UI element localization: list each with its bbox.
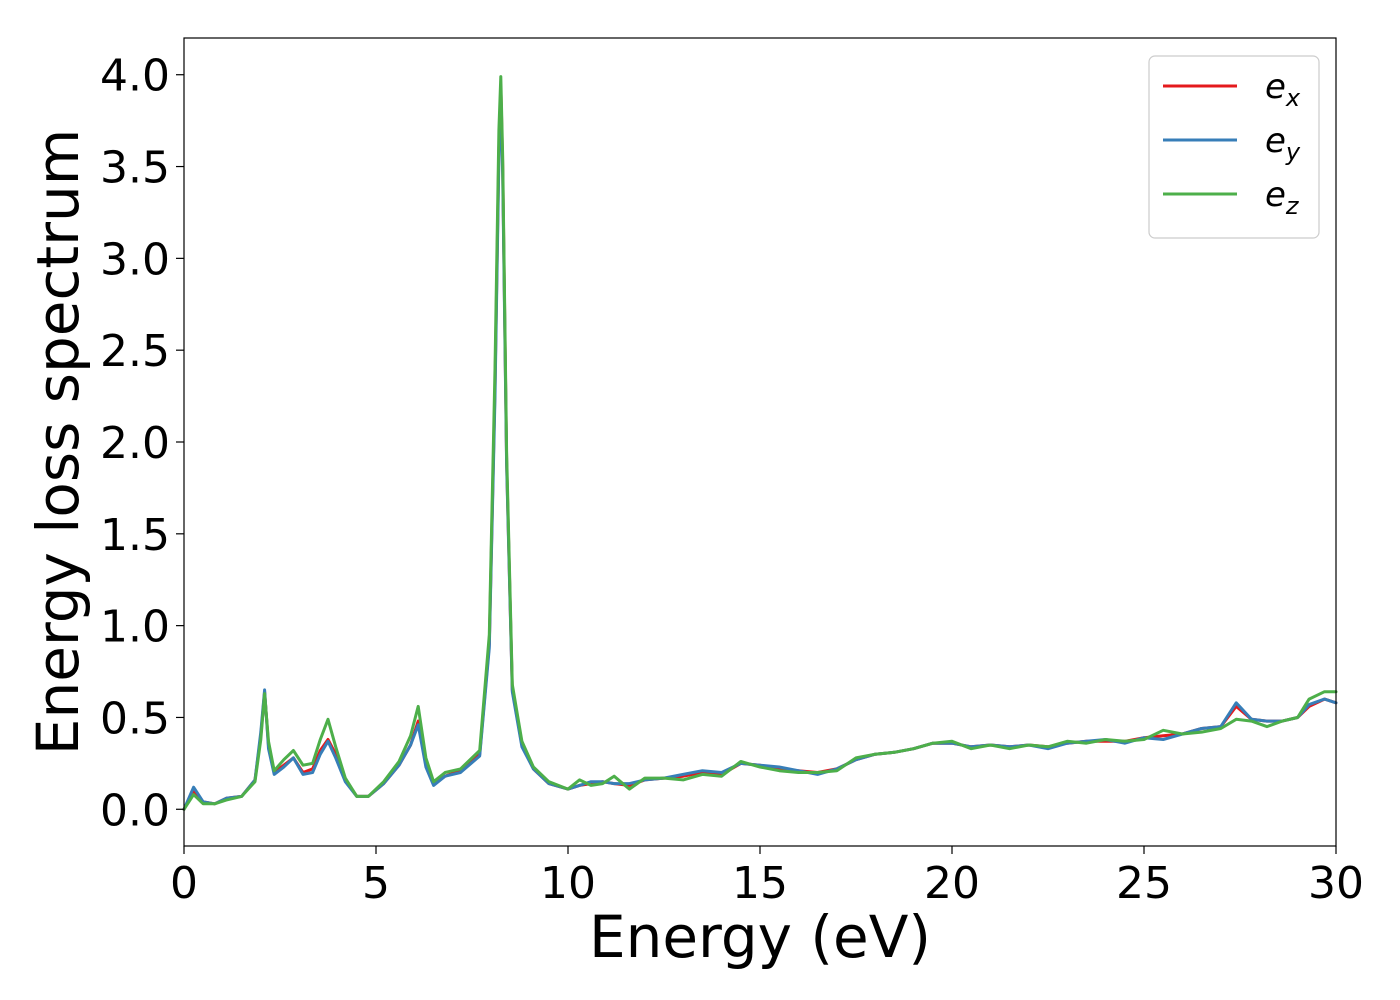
x-tick-label: 25 xyxy=(1116,858,1172,909)
y-tick-label: 1.0 xyxy=(100,602,170,653)
x-tick-label: 5 xyxy=(362,858,390,909)
y-tick-label: 2.0 xyxy=(100,418,170,469)
y-tick-label: 4.0 xyxy=(100,51,170,102)
legend-label-e_x: ex xyxy=(1265,67,1301,112)
x-tick-label: 15 xyxy=(732,858,788,909)
x-tick-label: 0 xyxy=(170,858,198,909)
y-axis-ticks: 0.0 0.5 1.0 1.5 2.0 2.5 3.0 3.5 4.0 xyxy=(100,51,184,836)
x-axis-ticks: 0 5 10 15 20 25 30 xyxy=(170,846,1364,909)
y-tick-label: 2.5 xyxy=(100,326,170,377)
x-tick-label: 30 xyxy=(1308,858,1364,909)
y-axis-title: Energy loss spectrum xyxy=(24,129,92,755)
y-tick-label: 3.5 xyxy=(100,143,170,194)
x-tick-label: 10 xyxy=(540,858,596,909)
y-tick-label: 0.5 xyxy=(100,693,170,744)
y-tick-label: 0.0 xyxy=(100,785,170,836)
plot-lines xyxy=(182,75,1338,811)
x-tick-label: 20 xyxy=(924,858,980,909)
x-axis-title: Energy (eV) xyxy=(589,903,931,971)
y-tick-label: 3.0 xyxy=(100,234,170,285)
y-tick-label: 1.5 xyxy=(100,510,170,561)
series-line-e_z xyxy=(182,75,1338,811)
